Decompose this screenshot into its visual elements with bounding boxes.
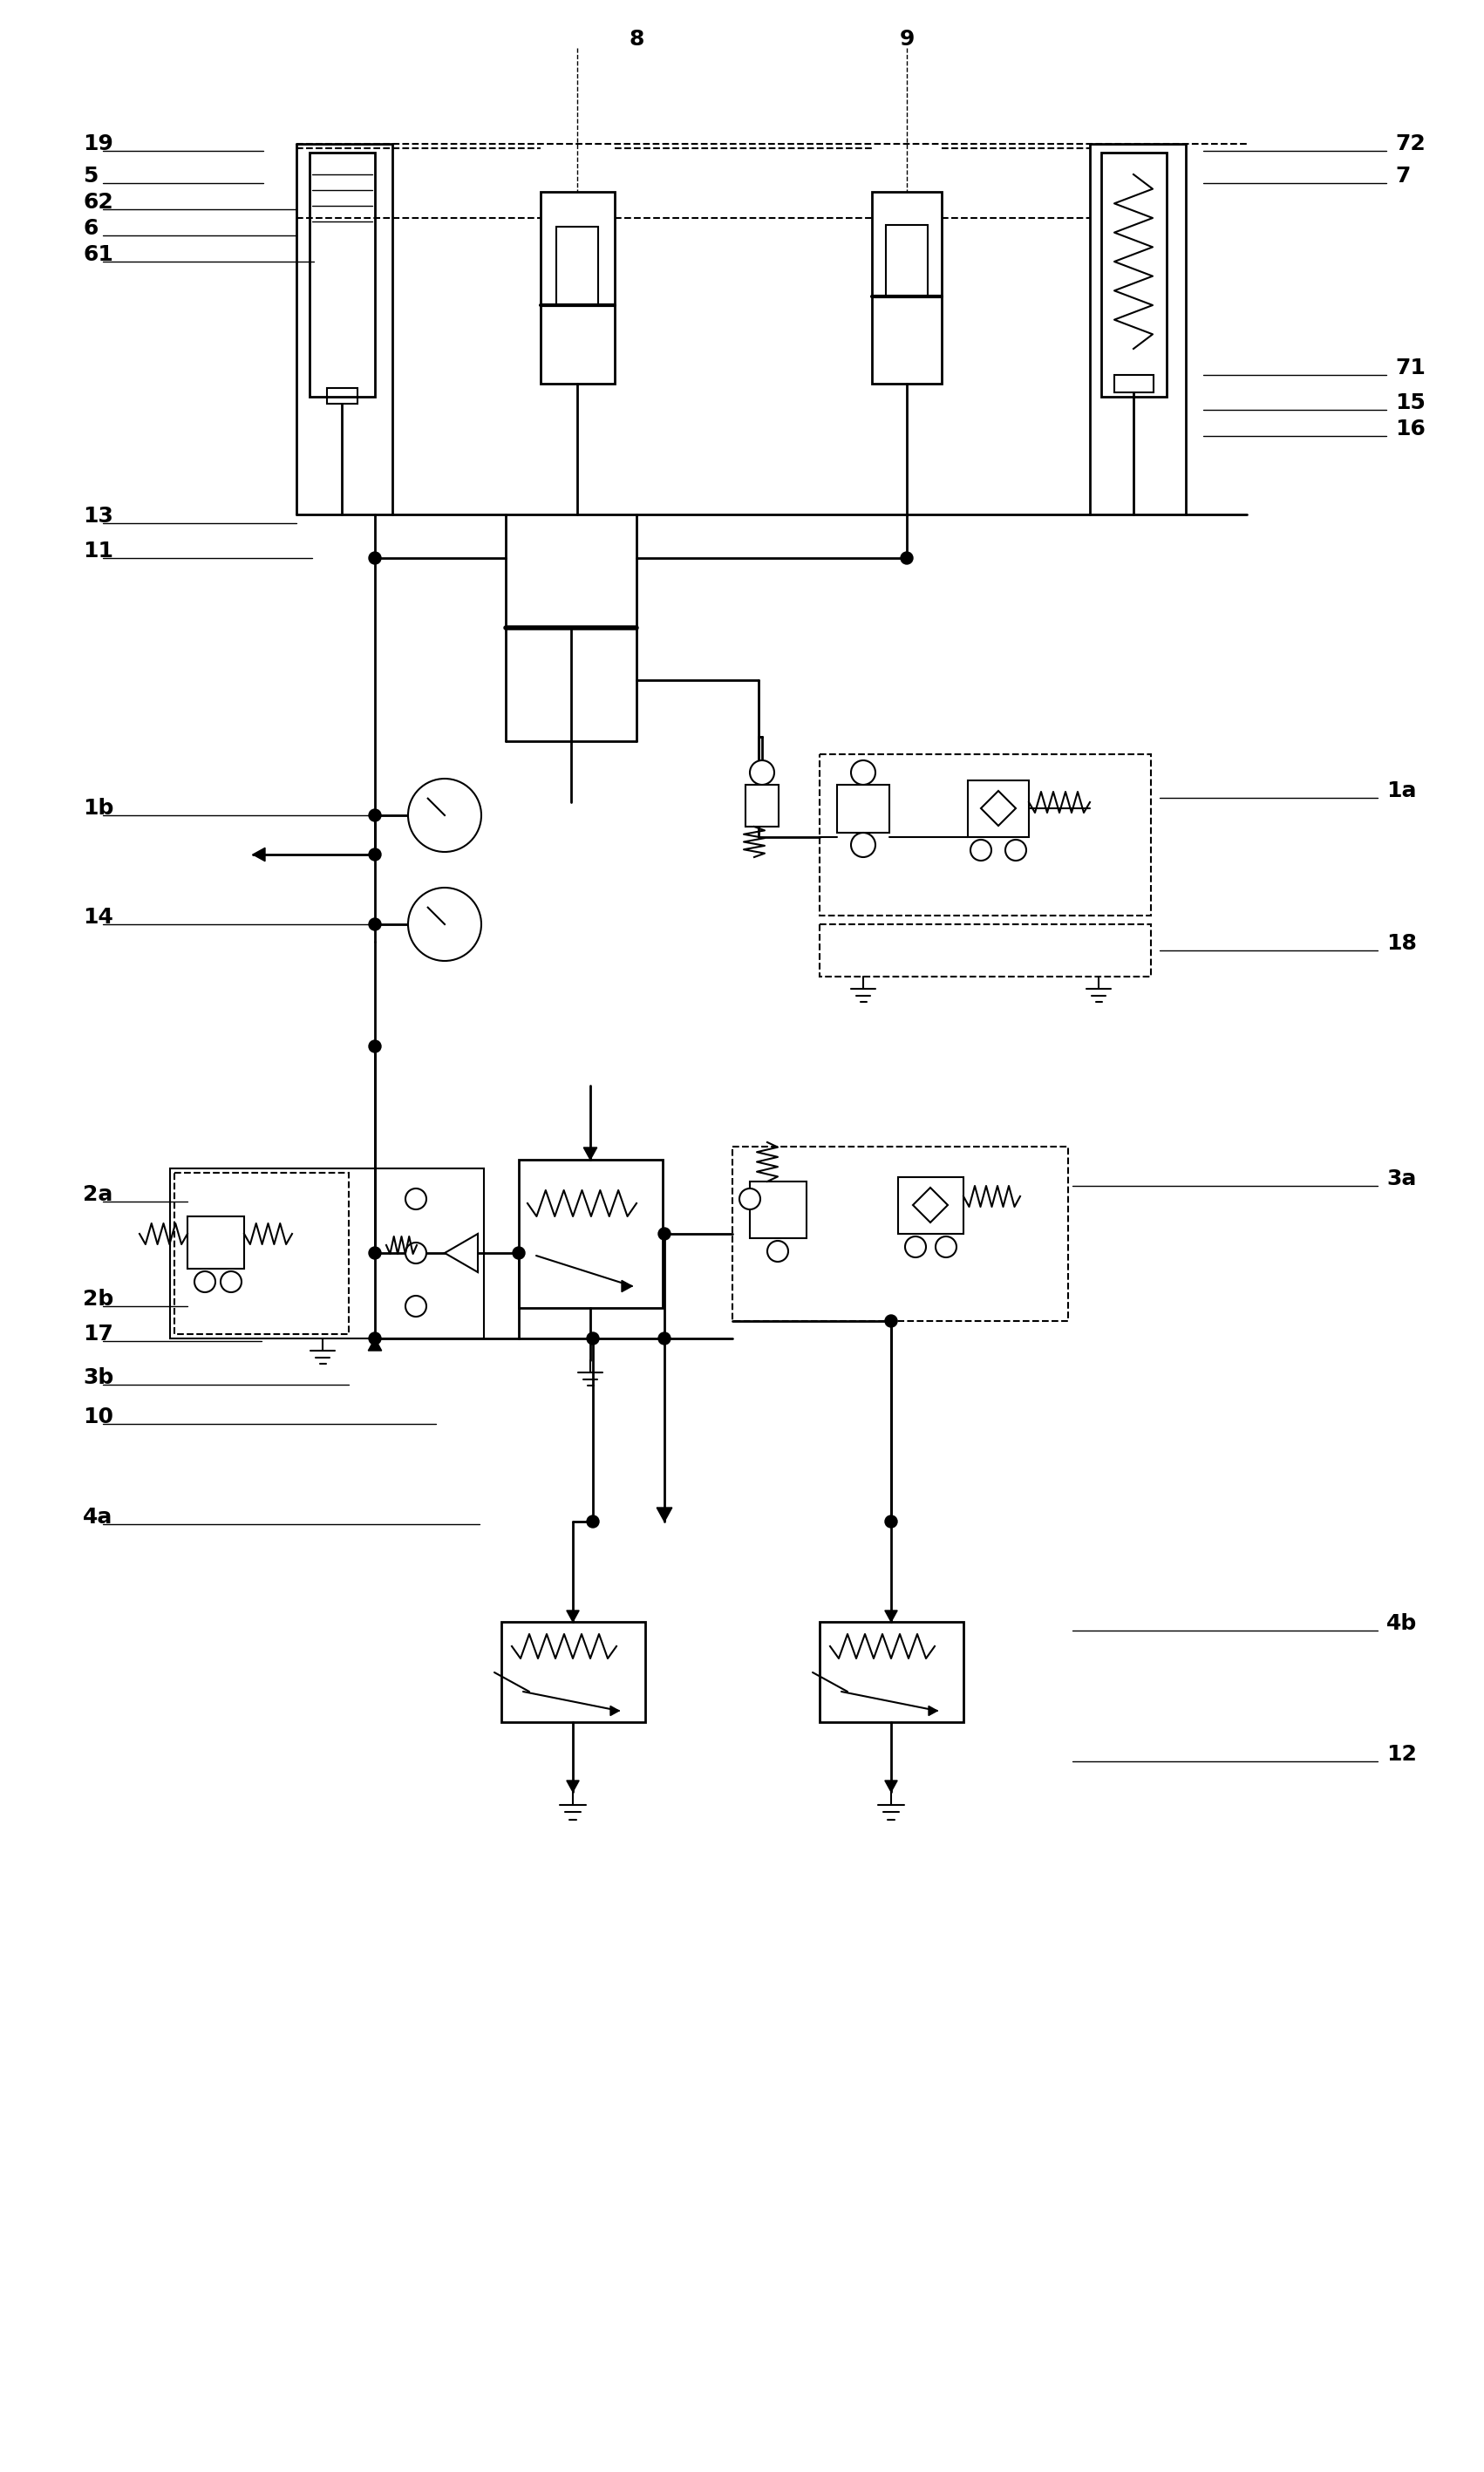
Circle shape <box>408 779 481 853</box>
Circle shape <box>884 1315 898 1327</box>
Bar <box>326 388 358 403</box>
Polygon shape <box>567 1609 579 1622</box>
Text: 5: 5 <box>83 166 98 185</box>
Bar <box>968 781 1028 838</box>
Text: 15: 15 <box>1395 393 1426 413</box>
Circle shape <box>586 1332 600 1345</box>
Text: 11: 11 <box>83 541 113 561</box>
Polygon shape <box>622 1280 632 1293</box>
Polygon shape <box>252 848 266 860</box>
Text: 3b: 3b <box>83 1367 114 1389</box>
Text: 1a: 1a <box>1386 781 1416 801</box>
Polygon shape <box>368 1337 381 1350</box>
Bar <box>873 193 942 383</box>
Polygon shape <box>657 1508 672 1523</box>
Circle shape <box>370 917 381 929</box>
Circle shape <box>408 887 481 962</box>
Text: 4a: 4a <box>83 1508 113 1528</box>
Bar <box>886 225 928 297</box>
Circle shape <box>749 761 775 784</box>
Polygon shape <box>884 1609 898 1622</box>
Circle shape <box>405 1243 426 1263</box>
Polygon shape <box>445 1234 478 1273</box>
Circle shape <box>971 840 991 860</box>
Text: 16: 16 <box>1395 418 1426 440</box>
Bar <box>819 754 1152 915</box>
Circle shape <box>850 833 876 858</box>
Bar <box>819 1622 963 1723</box>
Bar <box>733 1147 1068 1320</box>
Bar <box>310 153 375 396</box>
Text: 72: 72 <box>1395 133 1425 153</box>
Text: 9: 9 <box>899 30 914 49</box>
Circle shape <box>405 1295 426 1318</box>
Circle shape <box>370 551 381 564</box>
Bar <box>745 784 779 826</box>
Circle shape <box>850 761 876 784</box>
Polygon shape <box>567 1780 579 1792</box>
Text: 7: 7 <box>1395 166 1410 185</box>
Bar <box>749 1182 806 1238</box>
Text: 10: 10 <box>83 1407 113 1426</box>
Circle shape <box>221 1271 242 1293</box>
Polygon shape <box>583 1147 597 1159</box>
Circle shape <box>739 1189 760 1209</box>
Bar <box>898 1177 963 1234</box>
Text: 2b: 2b <box>83 1288 114 1310</box>
Text: 1b: 1b <box>83 798 114 818</box>
Polygon shape <box>884 1780 898 1792</box>
Bar <box>519 1159 663 1308</box>
Text: 8: 8 <box>629 30 644 49</box>
Circle shape <box>659 1332 671 1345</box>
Text: 17: 17 <box>83 1323 113 1345</box>
Circle shape <box>586 1515 600 1528</box>
Bar <box>175 1172 349 1335</box>
Circle shape <box>370 1332 381 1345</box>
Bar <box>502 1622 646 1723</box>
Circle shape <box>905 1236 926 1258</box>
Bar <box>819 925 1152 976</box>
Text: 19: 19 <box>83 133 113 153</box>
Text: 4b: 4b <box>1386 1614 1417 1634</box>
Circle shape <box>659 1229 671 1241</box>
Circle shape <box>194 1271 215 1293</box>
Text: 18: 18 <box>1386 932 1417 954</box>
Circle shape <box>901 551 913 564</box>
Bar <box>837 784 889 833</box>
Circle shape <box>884 1515 898 1528</box>
Text: 2a: 2a <box>83 1184 113 1204</box>
Text: 13: 13 <box>83 507 113 527</box>
Text: 61: 61 <box>83 245 113 265</box>
Circle shape <box>512 1246 525 1258</box>
Text: 71: 71 <box>1395 358 1426 378</box>
Text: 6: 6 <box>83 218 98 240</box>
Bar <box>556 227 598 304</box>
Circle shape <box>370 808 381 821</box>
Bar <box>1101 153 1166 396</box>
Bar <box>171 1169 484 1337</box>
Circle shape <box>935 1236 957 1258</box>
Text: 3a: 3a <box>1386 1169 1416 1189</box>
Circle shape <box>370 1041 381 1053</box>
Bar <box>540 193 614 383</box>
Polygon shape <box>981 791 1015 826</box>
Text: 14: 14 <box>83 907 113 927</box>
Circle shape <box>370 848 381 860</box>
Circle shape <box>405 1189 426 1209</box>
Bar <box>1114 376 1153 393</box>
Circle shape <box>370 1246 381 1258</box>
Circle shape <box>1005 840 1027 860</box>
Text: 12: 12 <box>1386 1743 1417 1765</box>
Text: 62: 62 <box>83 193 113 213</box>
Circle shape <box>767 1241 788 1261</box>
Polygon shape <box>610 1706 619 1716</box>
Polygon shape <box>913 1187 948 1224</box>
Bar <box>187 1216 245 1268</box>
Polygon shape <box>929 1706 938 1716</box>
